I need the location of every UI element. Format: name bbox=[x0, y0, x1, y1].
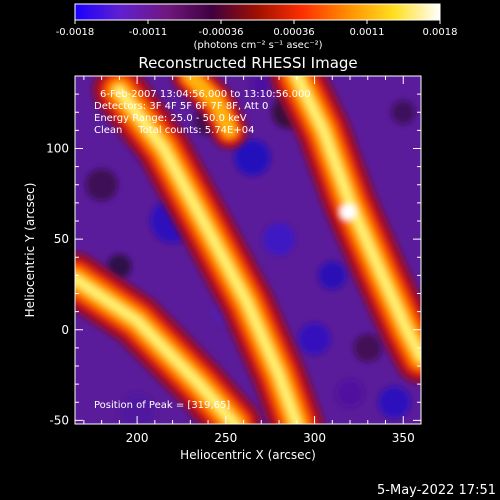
colorbar-tick-label: -0.00036 bbox=[199, 27, 244, 38]
image-blob bbox=[353, 333, 382, 362]
image-peak bbox=[340, 203, 357, 220]
axes: 200 250 300 350 -50 0 50 100 bbox=[46, 75, 422, 445]
footer-timestamp: 5-May-2022 17:51 bbox=[377, 483, 496, 498]
image-blob bbox=[378, 386, 411, 419]
image-blob bbox=[298, 322, 331, 355]
image-blob bbox=[85, 168, 118, 201]
colorbar-ticks: -0.0018 -0.0011 -0.00036 0.00036 0.0011 0.001… bbox=[56, 20, 458, 38]
x-tick-label: 250 bbox=[214, 431, 237, 445]
x-axis-label: Heliocentric X (arcsec) bbox=[180, 448, 316, 462]
plot-frame bbox=[74, 75, 422, 425]
colorbar bbox=[74, 3, 441, 21]
image-band bbox=[292, 76, 421, 362]
colorbar-tick-label: -0.0018 bbox=[56, 27, 95, 38]
image-blob bbox=[318, 261, 347, 290]
annotation-peak-position: Position of Peak = [319,65] bbox=[94, 400, 230, 411]
image-area bbox=[75, 76, 421, 424]
y-tick-label: 100 bbox=[46, 142, 69, 156]
x-tick-label: 350 bbox=[392, 431, 415, 445]
colorbar-tick-label: -0.0011 bbox=[129, 27, 168, 38]
image-band bbox=[75, 274, 240, 424]
image-band bbox=[183, 76, 237, 138]
colorbar-tick-label: 0.00036 bbox=[273, 27, 314, 38]
colorbar-tick-label: 0.0011 bbox=[350, 27, 385, 38]
x-tick-label: 200 bbox=[126, 431, 149, 445]
colorbar-tick-label: 0.0018 bbox=[423, 27, 458, 38]
y-tick-label: 0 bbox=[61, 323, 69, 337]
image-blob bbox=[263, 223, 296, 256]
image-blob bbox=[234, 139, 271, 176]
image-blob bbox=[119, 393, 156, 424]
image-blob bbox=[251, 76, 272, 96]
chart-title: Reconstructed RHESSI Image bbox=[138, 54, 357, 72]
annotation-time-range: 6-Feb-2007 13:04:56.000 to 13:10:56.000 bbox=[100, 89, 311, 100]
annotation-energy-range: Energy Range: 25.0 - 50.0 keV bbox=[94, 113, 247, 124]
image-blob bbox=[391, 100, 416, 125]
image-band bbox=[114, 86, 302, 424]
image-blob bbox=[336, 379, 365, 408]
x-tick-label: 300 bbox=[303, 431, 326, 445]
annotation-detectors: Detectors: 3F 4F 5F 6F 7F 8F, Att 0 bbox=[94, 101, 268, 112]
y-tick-label: 50 bbox=[54, 232, 69, 246]
colorbar-label: (photons cm⁻² s⁻¹ asec⁻²) bbox=[193, 40, 322, 51]
annotation-clean-counts: Clean Total counts: 5.74E+04 bbox=[94, 125, 254, 136]
y-tick-label: -50 bbox=[49, 413, 69, 427]
y-axis-label: Heliocentric Y (arcsec) bbox=[23, 183, 37, 318]
